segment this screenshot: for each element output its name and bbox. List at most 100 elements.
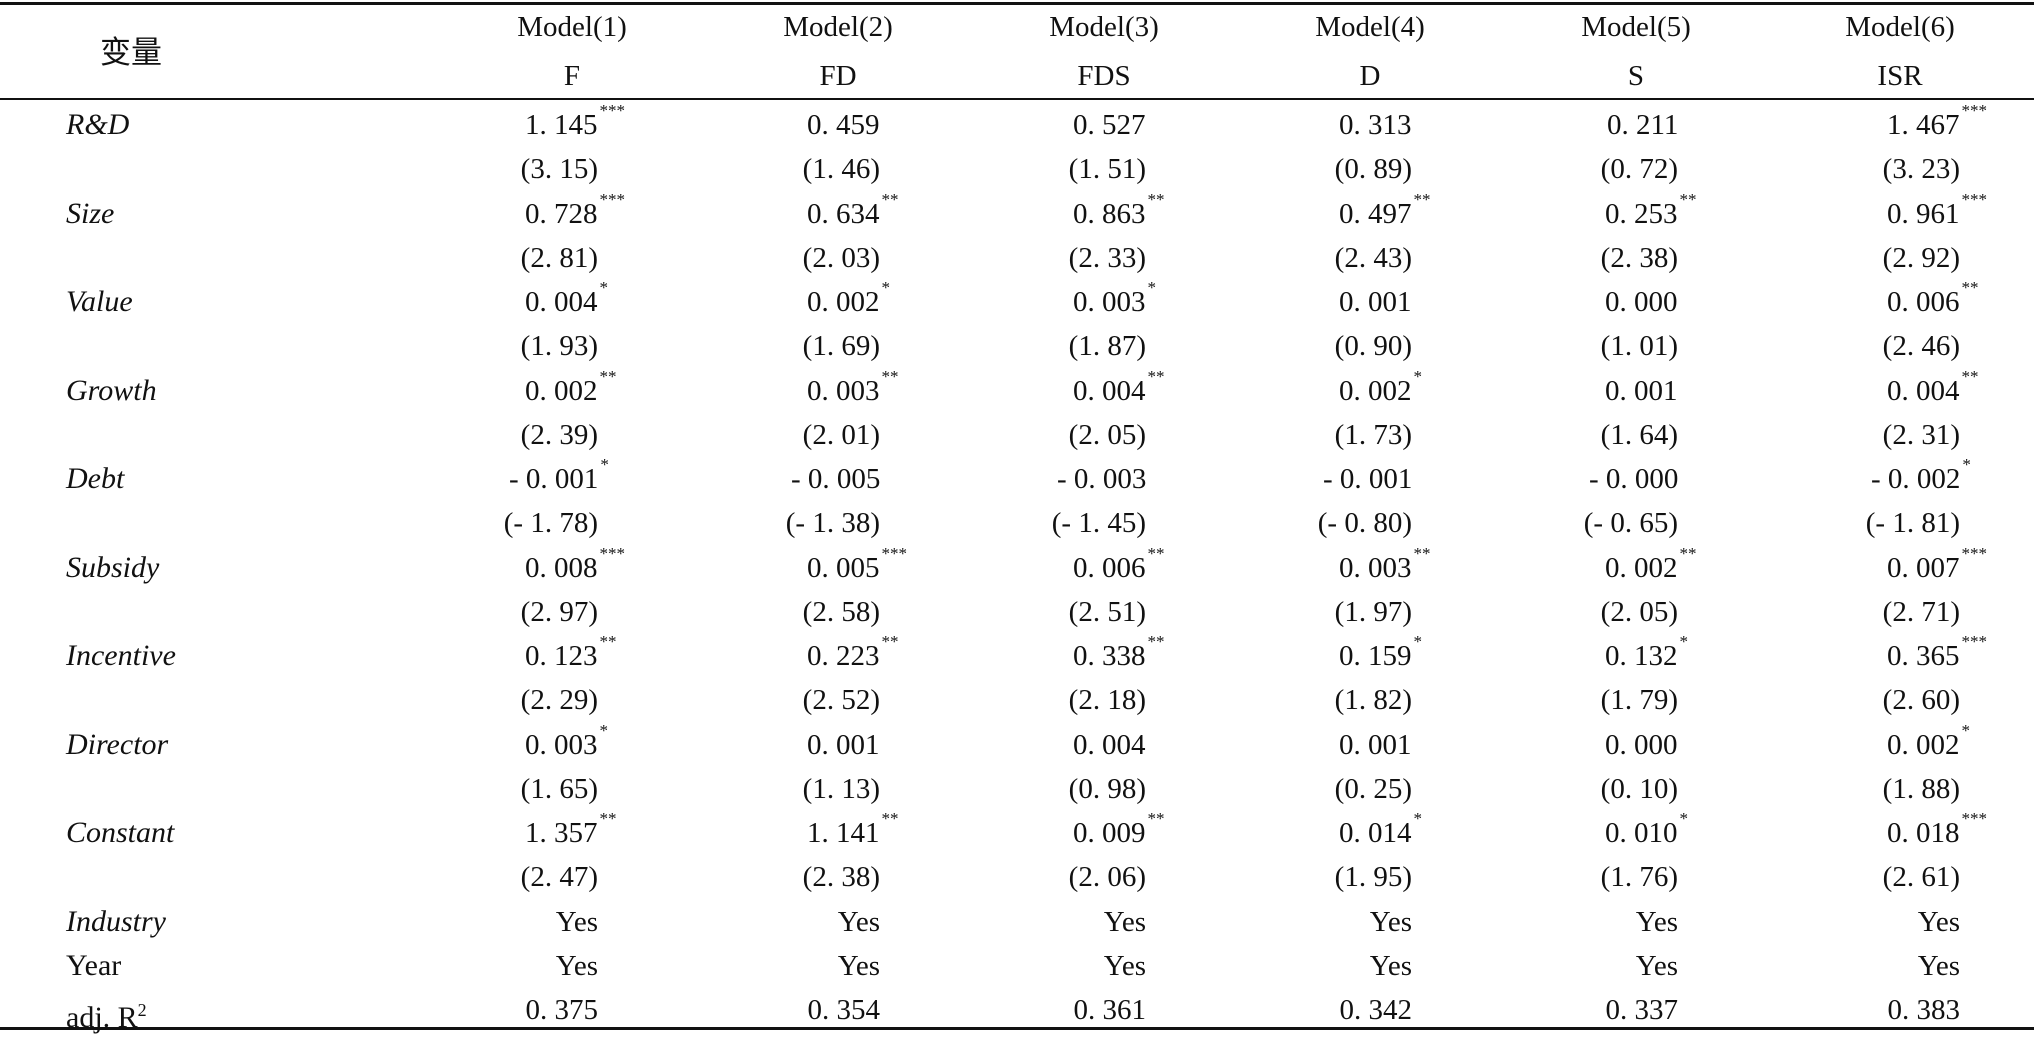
significance-stars: **	[1413, 543, 1431, 563]
t-statistic-cell: (2. 52)	[802, 684, 880, 716]
t-statistic-cell: (- 0. 65)	[1583, 507, 1678, 539]
t-statistic-cell: (2. 29)	[520, 684, 598, 716]
coefficient-cell: 0. 004	[1073, 726, 1146, 764]
coefficient-value: 0. 004	[525, 286, 598, 318]
footer-value-cell: Yes	[1635, 905, 1678, 938]
coefficient-value: 0. 008	[525, 551, 598, 584]
coefficient-cell: 0. 004 **	[1073, 368, 1165, 410]
coefficient-value: 0. 527	[1073, 109, 1146, 141]
row-label: Director	[66, 727, 169, 761]
footer-value-cell: Yes	[1369, 905, 1412, 938]
coefficient-value: 0. 002	[1339, 374, 1412, 407]
coefficient-cell: 0. 634 **	[807, 191, 899, 233]
model-header: Model(3)	[1049, 11, 1159, 43]
t-statistic-cell: (0. 90)	[1334, 330, 1412, 362]
significance-stars: *	[1962, 455, 1971, 474]
coefficient-cell: 0. 223 **	[807, 633, 899, 675]
coefficient-cell: 0. 863 **	[1073, 191, 1165, 233]
coefficient-value: 0. 003	[525, 728, 598, 761]
coefficient-cell: - 0. 005	[791, 460, 880, 498]
t-statistic-cell: (2. 92)	[1882, 241, 1960, 274]
row-label: Constant	[66, 816, 175, 849]
coefficient-cell: 0. 253 **	[1605, 191, 1697, 233]
t-statistic-cell: (1. 01)	[1600, 330, 1678, 362]
row-label: R&D	[66, 108, 130, 141]
coefficient-value: 0. 000	[1605, 286, 1678, 318]
coefficient-value: 0. 009	[1073, 817, 1146, 849]
t-statistic-cell: (- 1. 38)	[785, 507, 880, 539]
t-statistic-cell: (0. 72)	[1600, 153, 1678, 185]
t-statistic-cell: (2. 06)	[1068, 861, 1146, 893]
t-statistic-cell: (2. 71)	[1882, 595, 1960, 628]
significance-stars: **	[599, 809, 617, 828]
coefficient-cell: 0. 000	[1605, 726, 1678, 764]
row-label: Size	[66, 196, 115, 230]
t-statistic-cell: (1. 65)	[520, 772, 598, 805]
coefficient-cell: 0. 000	[1605, 283, 1678, 321]
footer-value-cell: 0. 375	[525, 993, 599, 1026]
coefficient-cell: 0. 004 **	[1887, 368, 1979, 410]
footer-value-cell: 0. 337	[1605, 993, 1679, 1026]
significance-stars: **	[881, 809, 899, 828]
coefficient-cell: - 0. 001	[1323, 460, 1412, 498]
row-label: Growth	[66, 373, 157, 407]
row-label: Debt	[66, 462, 125, 495]
row-label: Incentive	[66, 639, 176, 672]
t-statistic-cell: (1. 51)	[1068, 153, 1146, 185]
dependent-variable-header: FDS	[1077, 60, 1131, 92]
coefficient-value: 0. 006	[1887, 286, 1960, 318]
coefficient-value: 0. 003	[1073, 286, 1146, 318]
footer-value-cell: Yes	[1635, 949, 1678, 982]
coefficient-cell: 0. 002 *	[807, 279, 890, 321]
dependent-variable-header: FD	[819, 60, 857, 92]
coefficient-cell: 0. 014 *	[1339, 810, 1422, 852]
t-statistic-cell: (2. 31)	[1882, 418, 1960, 451]
significance-stars: **	[1679, 189, 1697, 209]
coefficient-value: - 0. 005	[791, 463, 881, 495]
footer-value-cell: 0. 383	[1887, 993, 1961, 1026]
coefficient-value: 0. 338	[1073, 640, 1146, 672]
t-statistic-cell: (2. 39)	[520, 418, 598, 451]
model-header: Model(4)	[1315, 11, 1425, 43]
coefficient-cell: 0. 459	[807, 106, 880, 144]
coefficient-value: 0. 961	[1887, 197, 1960, 230]
dependent-variable-header: F	[563, 60, 581, 92]
coefficient-cell: 1. 141 **	[807, 810, 899, 852]
coefficient-value: 0. 002	[1605, 551, 1678, 584]
coefficient-value: 0. 497	[1339, 197, 1412, 230]
coefficient-value: 0. 006	[1073, 551, 1146, 584]
coefficient-cell: 0. 003 *	[525, 722, 608, 764]
significance-stars: **	[1147, 543, 1165, 563]
t-statistic-cell: (2. 01)	[802, 418, 880, 451]
t-statistic-cell: (2. 05)	[1068, 418, 1146, 451]
coefficient-cell: 0. 004 *	[525, 279, 608, 321]
footer-value-cell: Yes	[1917, 905, 1960, 938]
significance-stars: *	[1413, 632, 1423, 651]
row-label: Subsidy	[66, 550, 160, 584]
coefficient-value: 0. 001	[1339, 286, 1412, 318]
significance-stars: *	[1413, 809, 1423, 828]
coefficient-value: 0. 313	[1339, 109, 1412, 141]
variable-column-header: 变量	[100, 35, 162, 70]
footer-value-cell: 0. 361	[1073, 993, 1147, 1026]
t-statistic-cell: (1. 13)	[802, 772, 880, 805]
coefficient-cell: 0. 159 *	[1339, 633, 1422, 675]
coefficient-value: 0. 002	[1887, 728, 1960, 761]
coefficient-cell: 0. 003 *	[1073, 279, 1156, 321]
significance-stars: **	[1147, 366, 1165, 386]
footer-value-cell: 0. 342	[1339, 993, 1413, 1026]
significance-stars: *	[599, 278, 609, 297]
coefficient-value: 0. 003	[807, 374, 880, 407]
t-statistic-cell: (- 1. 78)	[503, 507, 598, 539]
significance-stars: **	[1147, 189, 1165, 209]
coefficient-cell: 0. 123 **	[525, 633, 617, 675]
coefficient-value: - 0. 000	[1589, 463, 1679, 495]
coefficient-cell: 0. 961 ***	[1887, 191, 1987, 233]
coefficient-cell: 0. 006 **	[1073, 545, 1165, 587]
coefficient-cell: 0. 002 *	[1887, 722, 1970, 764]
footer-value-cell: Yes	[1103, 949, 1146, 982]
footer-row-label: adj. R2	[66, 999, 147, 1034]
coefficient-cell: 0. 002 *	[1339, 368, 1422, 410]
coefficient-value: 1. 357	[525, 817, 598, 849]
coefficient-value: 0. 253	[1605, 197, 1678, 230]
